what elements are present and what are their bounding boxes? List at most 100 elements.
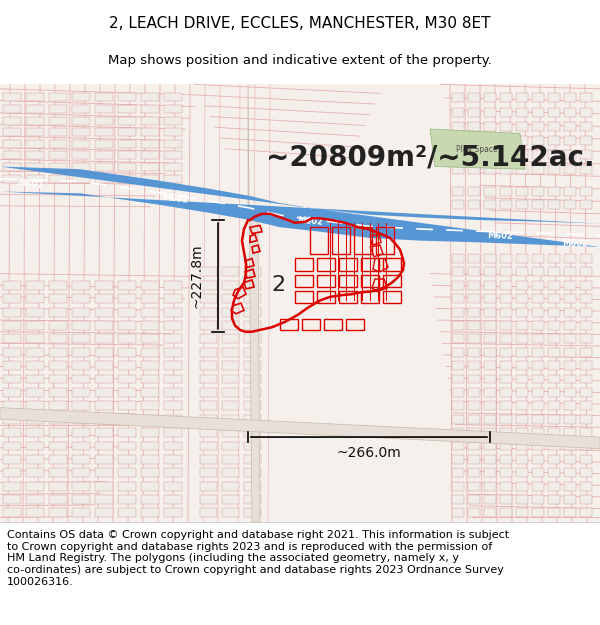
Bar — [532, 254, 544, 263]
Bar — [516, 455, 528, 464]
Bar — [141, 374, 159, 384]
Bar — [468, 93, 480, 103]
Polygon shape — [0, 166, 600, 247]
Bar — [564, 401, 576, 410]
Bar — [532, 441, 544, 451]
Bar — [26, 361, 44, 370]
Bar — [164, 334, 182, 343]
Bar — [164, 93, 182, 101]
Bar — [49, 334, 67, 343]
Bar — [500, 334, 512, 343]
Bar — [164, 415, 182, 424]
Bar — [200, 482, 217, 491]
Bar — [164, 128, 182, 136]
Bar — [580, 334, 592, 343]
Bar — [516, 428, 528, 437]
Bar — [49, 388, 67, 397]
Bar — [95, 428, 113, 437]
Bar — [49, 455, 67, 464]
Bar — [532, 495, 544, 504]
Bar — [500, 93, 512, 103]
Bar — [516, 374, 528, 384]
Bar — [164, 294, 182, 303]
Bar — [532, 361, 544, 370]
Bar — [532, 455, 544, 464]
Bar — [532, 468, 544, 478]
Bar — [564, 348, 576, 357]
Bar — [548, 455, 560, 464]
Bar — [3, 174, 21, 182]
Bar — [532, 428, 544, 437]
Bar — [3, 468, 21, 478]
Bar — [548, 428, 560, 437]
Bar — [3, 388, 21, 397]
Bar — [118, 415, 136, 424]
Bar — [484, 509, 496, 518]
Bar — [141, 151, 159, 159]
Bar — [49, 401, 67, 410]
Bar — [484, 482, 496, 491]
Bar — [118, 151, 136, 159]
Bar — [26, 281, 44, 290]
Bar — [164, 441, 182, 451]
Bar — [484, 254, 496, 263]
Bar — [564, 321, 576, 330]
Bar — [532, 348, 544, 357]
Bar — [564, 201, 576, 209]
Bar — [200, 361, 217, 370]
Bar — [141, 128, 159, 136]
Bar — [72, 388, 90, 397]
Bar — [141, 441, 159, 451]
Bar — [516, 441, 528, 451]
Bar — [49, 151, 67, 159]
Bar — [484, 268, 496, 276]
Bar — [244, 495, 261, 504]
Bar — [580, 441, 592, 451]
Bar — [26, 401, 44, 410]
Bar — [222, 334, 239, 343]
Bar — [580, 348, 592, 357]
Bar — [548, 308, 560, 316]
Bar — [118, 93, 136, 101]
Bar — [72, 174, 90, 182]
Bar — [244, 361, 261, 370]
Bar — [452, 187, 464, 196]
Bar — [564, 441, 576, 451]
Bar — [49, 468, 67, 478]
Bar — [26, 174, 44, 182]
Bar — [200, 281, 217, 290]
Bar — [118, 468, 136, 478]
Bar — [516, 122, 528, 131]
Bar — [548, 509, 560, 518]
Bar — [141, 163, 159, 171]
Polygon shape — [248, 84, 260, 522]
Bar — [118, 308, 136, 316]
Bar — [580, 187, 592, 196]
Bar — [484, 187, 496, 196]
Bar — [580, 151, 592, 159]
Text: M602: M602 — [162, 193, 188, 204]
Bar — [532, 201, 544, 209]
Bar — [222, 509, 239, 518]
Bar — [72, 401, 90, 410]
Bar — [516, 401, 528, 410]
Bar — [72, 116, 90, 124]
Bar — [564, 308, 576, 316]
Polygon shape — [430, 129, 525, 169]
Bar — [580, 468, 592, 478]
Bar — [26, 321, 44, 330]
Bar — [484, 428, 496, 437]
Bar — [468, 294, 480, 303]
Bar — [141, 105, 159, 113]
Bar — [452, 254, 464, 263]
Bar — [72, 140, 90, 148]
Bar — [452, 107, 464, 116]
Bar — [516, 482, 528, 491]
Text: ~20809m²/~5.142ac.: ~20809m²/~5.142ac. — [266, 144, 595, 172]
Bar — [500, 107, 512, 116]
Bar — [72, 428, 90, 437]
Bar — [500, 165, 512, 174]
Bar — [500, 374, 512, 384]
Bar — [452, 93, 464, 103]
Bar — [72, 128, 90, 136]
